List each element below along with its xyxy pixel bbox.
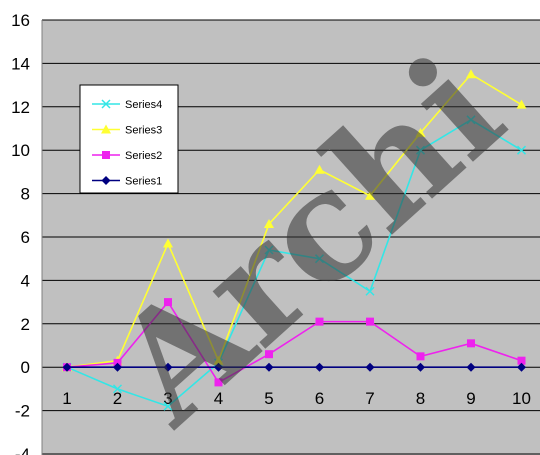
series-series4 (62, 115, 527, 411)
legend-marker (101, 99, 111, 109)
legend-item: Series2 (92, 150, 162, 162)
y-tick-label: 14 (11, 54, 30, 73)
legend-label: Series1 (125, 176, 162, 188)
legend-item: Series3 (92, 124, 162, 137)
data-point (517, 356, 526, 365)
data-point (213, 355, 224, 365)
series-series3 (62, 69, 527, 372)
data-point (163, 362, 173, 372)
legend-label: Series3 (125, 125, 162, 137)
y-tick-label: 6 (21, 228, 30, 247)
x-axis-ticks: 1 2 3 4 5 6 7 8 9 10 (62, 389, 531, 408)
data-point (62, 362, 72, 372)
data-point (365, 190, 375, 200)
x-tick-label: 7 (365, 389, 374, 408)
data-point (214, 378, 223, 387)
y-tick-label: 16 (11, 11, 30, 30)
series-layer (62, 69, 527, 411)
data-point (466, 69, 476, 79)
data-point (264, 245, 274, 255)
data-point (415, 127, 426, 137)
x-tick-label: 8 (416, 389, 425, 408)
data-point (416, 352, 425, 361)
series-series2 (63, 298, 526, 387)
data-point (416, 362, 425, 372)
data-point (264, 218, 274, 228)
legend-label: Series4 (125, 99, 162, 111)
data-point (466, 115, 476, 125)
x-tick-label: 10 (512, 389, 531, 408)
data-point (214, 362, 223, 372)
x-tick-label: 9 (466, 389, 475, 408)
y-tick-label: 4 (21, 271, 30, 290)
series-line (66, 73, 522, 368)
data-point (315, 317, 324, 326)
x-tick-label: 4 (214, 389, 223, 408)
legend-marker (102, 151, 110, 159)
y-tick-label: 12 (11, 98, 30, 117)
x-tick-label: 3 (163, 389, 172, 408)
data-point (516, 99, 527, 109)
y-tick-label: 8 (21, 185, 30, 204)
series-line (66, 118, 522, 408)
legend-marker (101, 124, 111, 134)
y-tick-label: -4 (15, 445, 30, 455)
data-point (365, 286, 375, 296)
legend-box (79, 84, 179, 194)
data-point (112, 384, 123, 394)
data-point (366, 317, 374, 326)
data-point (314, 164, 325, 174)
data-point (516, 145, 527, 155)
data-point (467, 339, 475, 348)
data-point (164, 298, 172, 307)
y-axis-ticks: 16 14 12 10 8 6 4 2 0 -2 -4 (11, 11, 30, 455)
y-tick-label: 10 (11, 141, 30, 160)
legend-marker (101, 176, 111, 185)
data-point (163, 401, 173, 411)
data-point (113, 362, 122, 372)
data-point (517, 362, 526, 372)
x-tick-label: 5 (264, 389, 273, 408)
legend-item: Series4 (92, 99, 162, 111)
series-line (66, 300, 522, 384)
data-point (265, 350, 273, 359)
y-tick-label: 2 (21, 315, 30, 334)
x-tick-label: 6 (315, 389, 324, 408)
x-tick-label: 2 (113, 389, 122, 408)
y-tick-label: 0 (21, 358, 30, 377)
legend: Series4 Series3 Series2 Series1 (79, 84, 179, 194)
data-point (415, 145, 426, 155)
x-tick-label: 1 (62, 389, 71, 408)
legend-item: Series1 (92, 176, 162, 188)
data-point (163, 238, 173, 248)
data-point (314, 254, 325, 264)
data-point (315, 362, 324, 372)
data-point (264, 362, 274, 372)
data-point (466, 362, 476, 372)
data-point (365, 362, 375, 372)
y-tick-label: -2 (15, 402, 30, 421)
series-series1 (62, 362, 526, 372)
legend-label: Series2 (125, 150, 162, 162)
